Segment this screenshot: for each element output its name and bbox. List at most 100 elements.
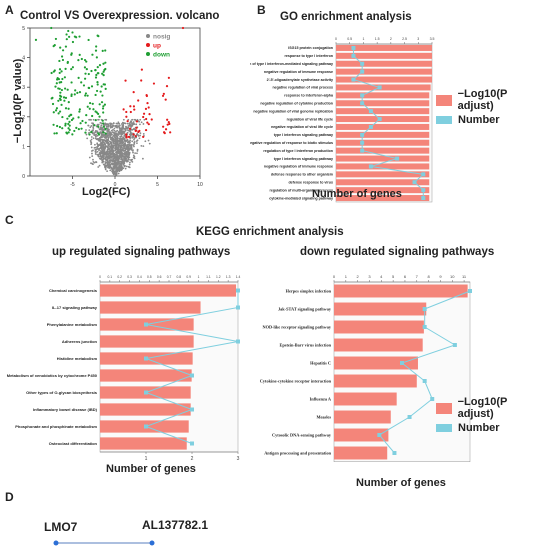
nosig-point bbox=[120, 161, 123, 164]
nosig-point bbox=[112, 122, 115, 125]
number-line bbox=[378, 290, 471, 454]
nosig-point bbox=[102, 150, 105, 153]
category-label: IL-17 signaling pathway bbox=[52, 305, 98, 310]
nosig-point bbox=[112, 137, 115, 140]
up-point bbox=[132, 133, 135, 136]
category-label: negative regulation of viral process bbox=[272, 86, 333, 90]
bar bbox=[336, 68, 432, 75]
number-marker bbox=[377, 433, 382, 437]
number-marker bbox=[412, 180, 417, 185]
top-tick-label: 0.2 bbox=[117, 275, 122, 279]
down-point bbox=[66, 88, 69, 91]
volcano-plot: -5 0 5 10 0 1 2 3 4 5 nosig up down bbox=[22, 26, 203, 188]
top-tick-label: 7 bbox=[416, 274, 419, 279]
nosig-point bbox=[113, 134, 116, 137]
nosig-point bbox=[121, 153, 124, 156]
legend-dot-nosig bbox=[146, 34, 150, 38]
nosig-point bbox=[87, 132, 90, 134]
down-point bbox=[103, 68, 106, 72]
nosig-point bbox=[93, 161, 96, 164]
down-point bbox=[96, 66, 99, 69]
down-point bbox=[97, 125, 100, 128]
nosig-point bbox=[121, 166, 123, 169]
down-point bbox=[77, 76, 80, 79]
nosig-point bbox=[119, 165, 122, 168]
nosig-point bbox=[94, 130, 97, 133]
number-marker bbox=[190, 407, 194, 412]
nosig-point bbox=[108, 131, 111, 134]
nosig-point bbox=[90, 150, 93, 152]
nosig-point bbox=[90, 142, 93, 144]
nosig-point bbox=[113, 127, 116, 130]
down-point bbox=[57, 112, 60, 115]
down-point bbox=[64, 124, 67, 127]
down-point bbox=[94, 49, 98, 52]
top-tick-label: 0 bbox=[99, 275, 101, 279]
nosig-point bbox=[136, 150, 139, 152]
number-marker bbox=[190, 441, 194, 446]
bar bbox=[336, 131, 430, 138]
number-marker bbox=[377, 85, 382, 90]
down-point bbox=[94, 69, 97, 72]
nosig-point bbox=[96, 130, 99, 133]
down-point bbox=[58, 87, 61, 90]
up-point bbox=[125, 115, 128, 118]
nosig-point bbox=[109, 126, 112, 129]
down-point bbox=[84, 94, 87, 97]
nosig-point bbox=[101, 152, 103, 155]
down-point bbox=[74, 89, 77, 92]
nosig-point bbox=[135, 123, 138, 126]
legend-line-label: Number bbox=[458, 422, 500, 434]
down-point bbox=[55, 82, 58, 85]
category-label: defense response to virus bbox=[288, 181, 333, 185]
nosig-point bbox=[94, 150, 97, 153]
nosig-point bbox=[110, 146, 113, 149]
nosig-point bbox=[104, 122, 107, 125]
nosig-point bbox=[117, 125, 120, 128]
legend-bar-label: −Log10(P adjust) bbox=[457, 88, 508, 112]
kegg-up-title: up regulated signaling pathways bbox=[52, 246, 231, 258]
nosig-point bbox=[127, 165, 130, 168]
y-tick-label: 2 bbox=[22, 115, 25, 121]
nosig-point bbox=[122, 155, 125, 158]
number-marker bbox=[144, 356, 148, 361]
nosig-point bbox=[106, 162, 109, 165]
nosig-point bbox=[108, 128, 110, 131]
legend-dot-down bbox=[146, 52, 150, 56]
go-chart: 0 0.5 1 1.5 2 2.5 3 3.5 ISG15 protein conjugatio… bbox=[250, 37, 434, 203]
top-tick-label: 1.5 bbox=[375, 37, 380, 41]
nosig-point bbox=[111, 144, 114, 147]
nosig-point bbox=[101, 155, 104, 158]
legend-line-label: Number bbox=[458, 114, 500, 126]
up-point bbox=[162, 125, 165, 128]
nosig-point bbox=[98, 136, 101, 139]
down-point bbox=[68, 124, 71, 127]
category-label: cytokine-mediated signaling pathway bbox=[269, 196, 333, 200]
nosig-point bbox=[133, 141, 136, 144]
nosig-point bbox=[133, 145, 135, 148]
number-marker bbox=[421, 188, 426, 193]
nosig-point bbox=[129, 135, 132, 137]
down-point bbox=[94, 119, 97, 122]
down-point bbox=[55, 107, 59, 110]
down-point bbox=[58, 125, 62, 129]
nosig-point bbox=[112, 124, 114, 127]
down-point bbox=[80, 81, 83, 84]
up-point bbox=[125, 110, 128, 114]
down-point bbox=[61, 115, 64, 119]
down-point bbox=[99, 90, 102, 93]
nosig-point bbox=[123, 165, 126, 168]
nosig-point bbox=[124, 143, 127, 146]
nosig-point bbox=[102, 163, 105, 166]
down-point bbox=[58, 68, 62, 71]
kegg-down-title: down regulated signaling pathways bbox=[300, 246, 495, 258]
nosig-point bbox=[119, 146, 122, 149]
nosig-point bbox=[147, 139, 150, 142]
bar bbox=[336, 92, 430, 99]
bar bbox=[336, 76, 432, 83]
nosig-point bbox=[129, 124, 131, 127]
down-point bbox=[64, 96, 68, 99]
nosig-point bbox=[131, 118, 134, 121]
nosig-point bbox=[128, 154, 130, 157]
down-point bbox=[102, 83, 105, 86]
